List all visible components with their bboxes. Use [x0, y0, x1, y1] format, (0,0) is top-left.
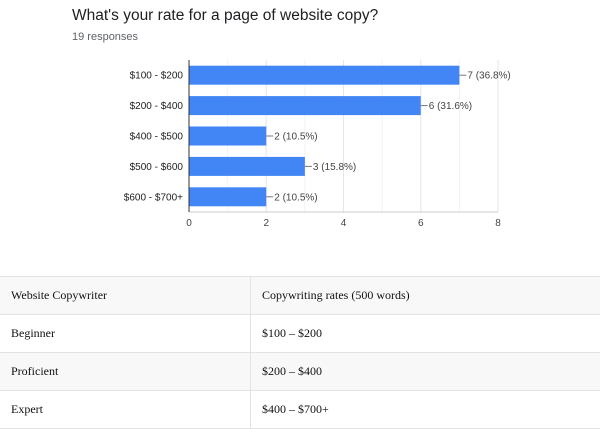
- rates-table: Website Copywriter Copywriting rates (50…: [0, 276, 600, 429]
- table-cell: Expert: [0, 390, 251, 429]
- bar: [189, 96, 421, 116]
- table-header-cell: Copywriting rates (500 words): [250, 276, 600, 315]
- category-label: $400 - $500: [130, 132, 184, 143]
- bar: [189, 156, 305, 176]
- table-cell: Beginner: [0, 314, 251, 353]
- category-label: $500 - $600: [130, 162, 184, 173]
- table-header-cell: Website Copywriter: [0, 276, 251, 315]
- x-tick-label: 6: [418, 218, 424, 229]
- table-cell: $100 – $200: [250, 314, 600, 353]
- table-header-row: Website Copywriter Copywriting rates (50…: [0, 276, 600, 315]
- bar: [189, 65, 460, 85]
- category-label: $600 - $700+: [124, 192, 183, 203]
- table-row: Proficient $200 – $400: [0, 352, 600, 391]
- x-tick-label: 8: [495, 218, 501, 229]
- x-tick-label: 4: [341, 218, 347, 229]
- data-label: 3 (15.8%): [313, 162, 356, 173]
- category-label: $200 - $400: [130, 101, 184, 112]
- table-row: Beginner $100 – $200: [0, 314, 600, 353]
- data-label: 2 (10.5%): [274, 132, 317, 143]
- response-count: 19 responses: [72, 31, 139, 43]
- table-row: Expert $400 – $700+: [0, 390, 600, 429]
- table-cell: $200 – $400: [250, 352, 600, 391]
- bar: [189, 126, 267, 146]
- x-tick-label: 2: [263, 218, 269, 229]
- x-tick-label: 0: [186, 218, 192, 229]
- bar: [189, 187, 267, 207]
- table-cell: Proficient: [0, 352, 251, 391]
- table-cell: $400 – $700+: [250, 390, 600, 429]
- category-label: $100 - $200: [130, 71, 184, 82]
- question-title: What's your rate for a page of website c…: [72, 7, 379, 24]
- data-label: 6 (31.6%): [429, 101, 472, 112]
- bar-chart: $100 - $200 7 (36.8%) $200 - $400 6 (31.6%)…: [124, 60, 511, 229]
- data-label: 2 (10.5%): [274, 192, 317, 203]
- data-label: 7 (36.8%): [467, 71, 510, 82]
